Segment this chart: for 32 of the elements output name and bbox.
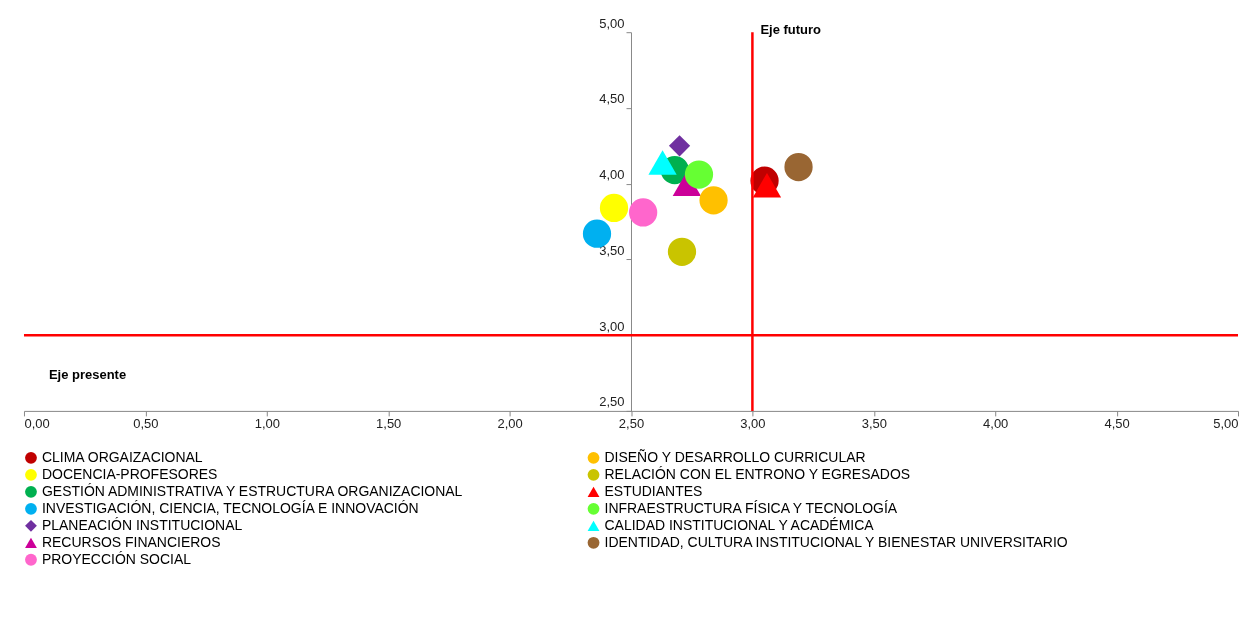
legend-label: GESTIÓN ADMINISTRATIVA Y ESTRUCTURA ORGANIZACIONAL: [41, 482, 463, 499]
ref-line-label: Eje presente: [48, 367, 127, 383]
legend-label: INFRAESTRUCTURA FÍSICA Y TECNOLOGÍA: [604, 499, 898, 516]
legend-label: CLIMA ORGAIZACIONAL: [41, 448, 203, 465]
x-tick-label: 4,50: [1104, 416, 1130, 432]
legend-label: DOCENCIA-PROFESORES: [41, 465, 218, 482]
legend-label: RELACIÓN CON EL ENTRONO Y EGRESADOS: [604, 465, 911, 482]
y-tick-label: 4,00: [599, 167, 625, 183]
x-tick-label: 2,50: [618, 416, 645, 432]
x-tick-label: 3,50: [861, 416, 887, 432]
ref-line-label: Eje futuro: [760, 22, 821, 38]
x-tick-label: 0,50: [133, 416, 159, 432]
x-tick-label: 1,50: [376, 416, 402, 432]
x-tick-label: 1,00: [254, 416, 280, 432]
legend-label: RECURSOS FINANCIEROS: [41, 533, 221, 550]
legend-label: ESTUDIANTES: [604, 482, 703, 499]
y-tick-label: 3,00: [599, 318, 625, 334]
legend-label: IDENTIDAD, CULTURA INSTITUCIONAL Y BIENESTAR UNIVERSITARIO: [604, 533, 1068, 550]
legend-label: INVESTIGACIÓN, CIENCIA, TECNOLOGÍA E INNOVACIÓN: [41, 499, 419, 516]
y-tick-label: 5,00: [599, 15, 625, 31]
x-tick-label: 3,00: [740, 416, 766, 432]
x-tick-label: 0,00: [24, 416, 50, 432]
x-tick-label: 4,00: [983, 416, 1009, 432]
y-tick-label: 4,50: [599, 91, 625, 107]
legend-label: DISEÑO Y DESARROLLO CURRICULAR: [604, 448, 866, 465]
legend-label: PROYECCIÓN SOCIAL: [41, 550, 192, 567]
legend-label: CALIDAD INSTITUCIONAL Y ACADÉMICA: [604, 516, 875, 533]
x-tick-label: 5,00: [1213, 416, 1239, 432]
x-tick-label: 2,00: [497, 416, 523, 432]
y-tick-label: 3,50: [599, 242, 625, 258]
legend-label: PLANEACIÓN INSTITUCIONAL: [41, 516, 243, 533]
y-tick-label: 2,50: [599, 394, 625, 410]
